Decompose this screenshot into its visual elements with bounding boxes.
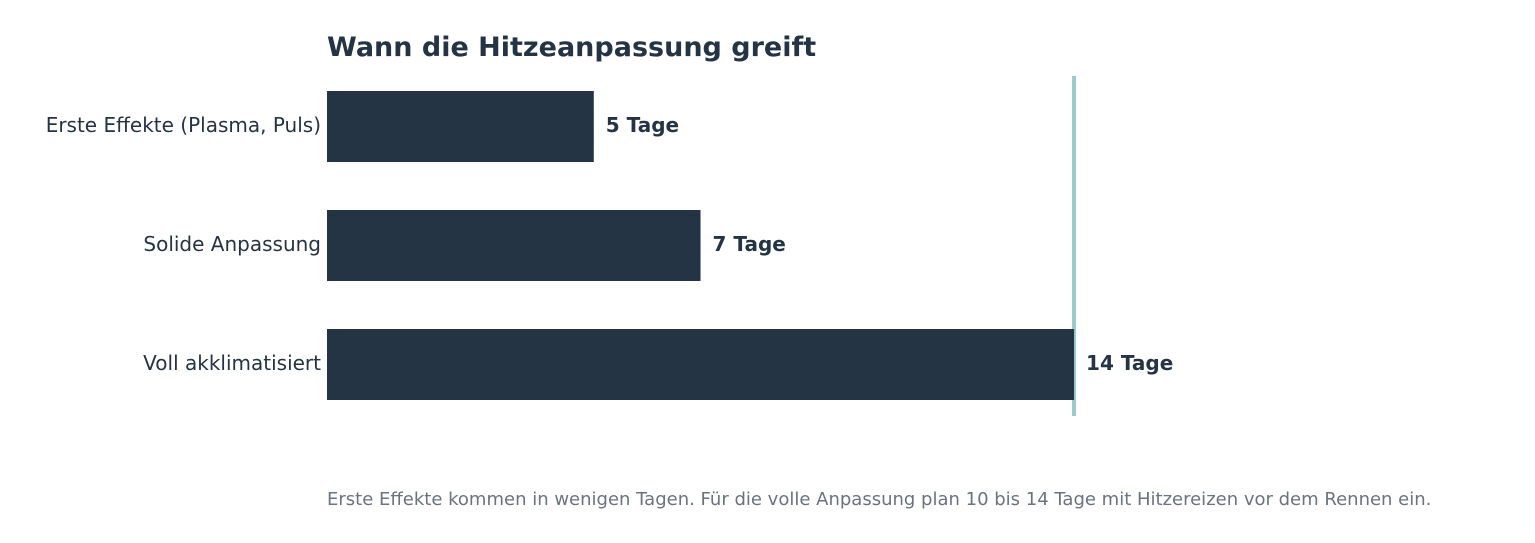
category-label: Erste Effekte (Plasma, Puls)	[46, 113, 321, 137]
value-label: 5 Tage	[606, 113, 679, 137]
category-label: Solide Anpassung	[143, 232, 321, 256]
bar	[327, 329, 1075, 400]
bar	[327, 91, 594, 162]
category-label: Voll akklimatisiert	[143, 351, 321, 375]
bars-layer: Erste Effekte (Plasma, Puls) 5 Tage Solide…	[46, 76, 1173, 416]
chart-caption: Erste Effekte kommen in wenigen Tagen. F…	[327, 489, 1431, 510]
value-label: 7 Tage	[713, 232, 786, 256]
chart-title: Wann die Hitzeanpassung greift	[327, 32, 816, 63]
bar	[327, 210, 701, 281]
value-label: 14 Tage	[1086, 351, 1173, 375]
